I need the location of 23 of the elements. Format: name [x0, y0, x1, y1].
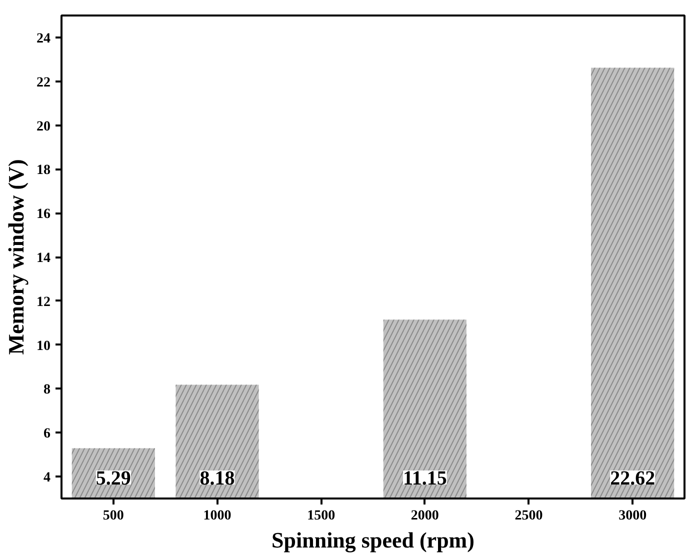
y-tick-label: 14 [36, 251, 50, 266]
data-label: 8.18 [200, 468, 235, 490]
x-axis-title: Spinning speed (rpm) [272, 528, 474, 552]
data-label: 5.29 [96, 468, 131, 490]
y-axis-title: Memory window (V) [4, 159, 28, 355]
x-tick-label: 2500 [514, 508, 543, 524]
y-tick-label: 24 [36, 31, 50, 46]
y-tick-label: 16 [36, 207, 50, 222]
y-tick-label: 8 [44, 382, 50, 398]
y-tick-label: 18 [36, 163, 50, 178]
x-tick-label: 1000 [203, 508, 232, 524]
x-tick-label: 2000 [410, 508, 439, 524]
x-tick-label: 1500 [307, 508, 336, 524]
y-tick-label: 4 [44, 470, 50, 486]
data-label: 22.62 [610, 468, 656, 490]
x-tick-label: 500 [102, 508, 124, 524]
data-label: 11.15 [402, 468, 447, 490]
y-tick-label: 6 [44, 426, 50, 442]
y-tick-label: 22 [36, 75, 50, 90]
y-tick-label: 10 [36, 338, 50, 354]
x-tick-label: 3000 [618, 508, 647, 524]
y-tick-label: 20 [36, 119, 50, 134]
y-tick-label: 12 [36, 294, 50, 310]
